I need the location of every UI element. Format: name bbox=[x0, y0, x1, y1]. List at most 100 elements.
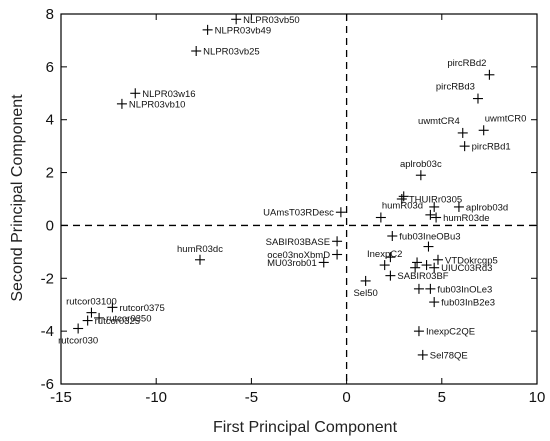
point-label: pircRBd2 bbox=[447, 58, 486, 69]
data-point bbox=[194, 254, 205, 265]
y-tick-label: 2 bbox=[46, 165, 54, 182]
data-marks bbox=[73, 14, 495, 360]
data-point bbox=[86, 307, 97, 318]
point-label: fub03IneOBu3 bbox=[399, 232, 460, 243]
data-point bbox=[457, 127, 468, 138]
data-point bbox=[478, 125, 489, 136]
point-label: rutcor0325 bbox=[95, 316, 140, 327]
data-point bbox=[130, 88, 141, 99]
point-label: NLPR03vb25 bbox=[203, 47, 260, 58]
data-point-unlabeled bbox=[413, 283, 424, 294]
reference-lines bbox=[61, 14, 537, 384]
point-label: pircRBd3 bbox=[436, 82, 475, 93]
y-tick-label: -4 bbox=[41, 323, 54, 340]
data-point-unlabeled bbox=[425, 209, 436, 220]
point-label: UIUC03Rd3 bbox=[441, 263, 492, 274]
point-label: oce03noXbmD bbox=[267, 250, 330, 261]
data-point bbox=[415, 170, 426, 181]
x-tick-label: 0 bbox=[342, 389, 350, 406]
data-point bbox=[417, 349, 428, 360]
y-tick-label: 8 bbox=[46, 6, 54, 23]
data-point bbox=[413, 326, 424, 337]
data-point bbox=[360, 275, 371, 286]
data-point bbox=[387, 231, 398, 241]
data-point bbox=[73, 323, 84, 334]
data-point bbox=[453, 201, 464, 212]
point-label: humR03d bbox=[382, 201, 423, 212]
data-point bbox=[231, 14, 242, 25]
plot-border bbox=[60, 13, 538, 385]
point-label: UAmsT03RDesc bbox=[263, 208, 334, 219]
data-point bbox=[107, 302, 118, 313]
point-label: humR03dc bbox=[177, 244, 223, 255]
data-point bbox=[191, 46, 202, 56]
x-tick-label: 5 bbox=[438, 389, 446, 406]
data-point bbox=[429, 262, 440, 273]
point-label: NLPR03w16 bbox=[142, 89, 195, 100]
data-point bbox=[332, 249, 343, 260]
point-label: fub03InOLe3 bbox=[437, 284, 492, 295]
plot-frame bbox=[60, 13, 538, 385]
data-point bbox=[459, 141, 470, 152]
x-tick-label: 10 bbox=[529, 389, 546, 406]
data-point bbox=[332, 236, 343, 247]
y-tick-label: 4 bbox=[46, 112, 54, 129]
data-point-unlabeled bbox=[385, 252, 396, 263]
point-label: aplrob03c bbox=[400, 159, 442, 170]
data-point bbox=[318, 257, 329, 268]
data-point bbox=[335, 207, 346, 218]
point-label: InexpC2QE bbox=[426, 327, 475, 338]
point-label: VTDokrcgp5 bbox=[445, 255, 498, 266]
data-point bbox=[431, 212, 442, 223]
data-point-unlabeled bbox=[429, 201, 440, 212]
point-label: SABIR03BF bbox=[397, 271, 448, 282]
point-label: Sel78QE bbox=[430, 350, 468, 361]
data-point bbox=[94, 312, 105, 323]
data-point bbox=[425, 283, 436, 294]
data-point-unlabeled bbox=[412, 257, 423, 268]
data-point-unlabeled bbox=[421, 260, 432, 271]
point-label: rutcor03100 bbox=[66, 297, 117, 308]
point-label: rutcor030 bbox=[58, 336, 98, 347]
y-tick-label: -2 bbox=[41, 270, 54, 287]
point-label: Sel50 bbox=[353, 288, 377, 299]
data-point bbox=[116, 98, 127, 109]
point-label: THUIRr0305 bbox=[409, 195, 462, 206]
point-label: humR03de bbox=[443, 213, 489, 224]
y-tick-label: -6 bbox=[41, 376, 54, 393]
point-label: MU03rob01 bbox=[267, 258, 317, 269]
point-label: SABIR03BASE bbox=[266, 237, 330, 248]
x-tick-label: -15 bbox=[50, 389, 72, 406]
y-tick-label: 6 bbox=[46, 59, 54, 76]
point-label: pircRBd1 bbox=[472, 142, 511, 153]
point-label: NLPR03vb50 bbox=[243, 15, 300, 26]
axis-ticks: -15 -10 -5 0 5 10 -6 -4 -2 0 2 4 6 8 bbox=[41, 6, 546, 406]
data-point bbox=[429, 297, 440, 308]
data-point-unlabeled bbox=[423, 241, 434, 252]
y-tick-label: 0 bbox=[46, 217, 54, 234]
data-point bbox=[472, 93, 483, 104]
point-label: NLPR03vb49 bbox=[215, 25, 272, 36]
data-point bbox=[379, 260, 390, 271]
data-point bbox=[375, 212, 386, 223]
x-axis-label: First Principal Component bbox=[213, 419, 398, 436]
data-point bbox=[432, 254, 443, 265]
data-point bbox=[484, 69, 495, 80]
data-point-unlabeled bbox=[410, 262, 421, 273]
point-label: aplrob03d bbox=[466, 202, 508, 213]
data-point bbox=[385, 270, 396, 281]
point-label: InexpC2 bbox=[367, 249, 402, 260]
data-point bbox=[82, 315, 93, 326]
point-label: fub03InB2e3 bbox=[441, 298, 495, 309]
point-label: rutcor0375 bbox=[119, 303, 164, 314]
point-label: uwmtCR0 bbox=[485, 113, 527, 124]
point-label: NLPR03vb10 bbox=[129, 99, 186, 110]
x-tick-label: -5 bbox=[245, 389, 258, 406]
point-label: rutcor0350 bbox=[106, 313, 151, 324]
data-point bbox=[202, 24, 213, 35]
data-point-unlabeled bbox=[398, 191, 409, 202]
data-point bbox=[396, 194, 407, 204]
